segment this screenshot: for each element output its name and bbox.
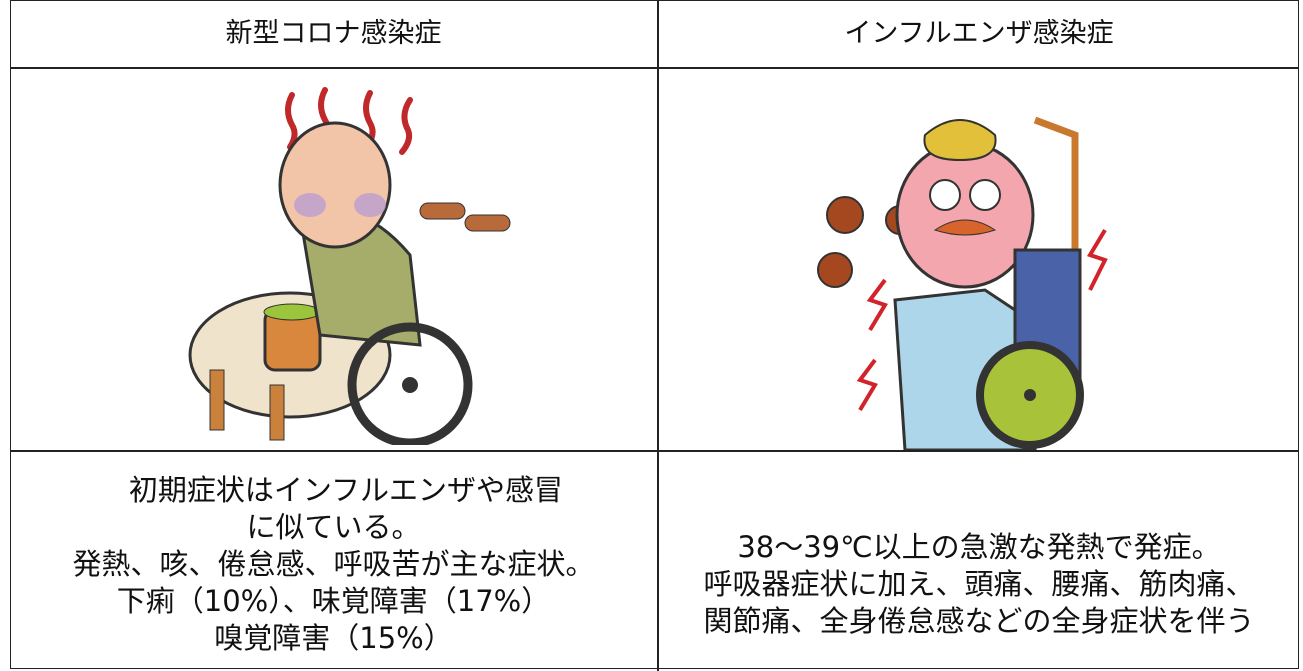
column-border [657,0,659,671]
text-line: 呼吸器症状に加え、頭痛、腰痛、筋肉痛、 [703,567,1255,601]
header-cell: 新型コロナ感染症 [225,18,442,49]
row-border [10,67,1299,69]
text-line: 38〜39℃以上の急激な発熱で発症。 [737,530,1221,564]
text-line: 嗅覚障害（15%） [214,621,453,655]
table-frame [10,0,1299,669]
header-cell: インフルエンザ感染症 [844,18,1114,49]
text-line: 初期症状はインフルエンザや感冒 [128,473,564,507]
text-line: 発熱、咳、倦怠感、呼吸苦が主な症状。 [72,547,595,581]
row-border [10,450,1299,452]
text-line: 関節痛、全身倦怠感などの全身症状を伴う [703,604,1255,638]
cell-text: 初期症状はインフルエンザや感冒 に似ている。 発熱、咳、倦怠感、呼吸苦が主な症状… [10,472,657,657]
influenza-illustration [817,116,1108,450]
text-line: 下痢（10%）、味覚障害（17%） [116,584,551,618]
covid-illustration [188,87,511,445]
cell-text: 38〜39℃以上の急激な発熱で発症。 呼吸器症状に加え、頭痛、腰痛、筋肉痛、 関… [659,529,1299,640]
text-line: に似ている。 [246,510,421,544]
